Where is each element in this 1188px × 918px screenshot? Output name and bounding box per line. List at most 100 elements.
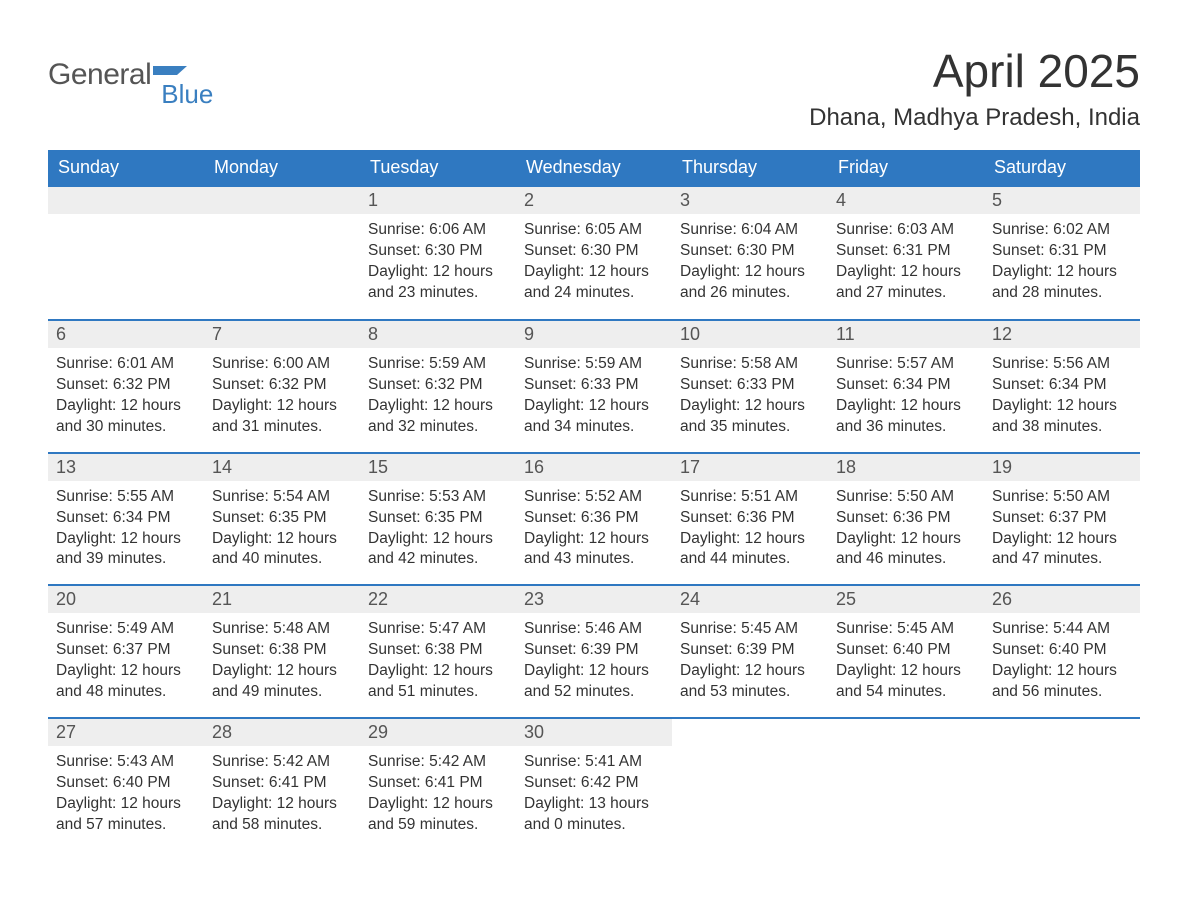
logo: General Blue bbox=[48, 44, 213, 110]
calendar-cell: 21Sunrise: 5:48 AMSunset: 6:38 PMDayligh… bbox=[204, 586, 360, 717]
day-number: 13 bbox=[48, 454, 204, 481]
day-number: 14 bbox=[204, 454, 360, 481]
daylight-line: Daylight: 12 hours and 54 minutes. bbox=[836, 661, 976, 703]
sunset-line: Sunset: 6:31 PM bbox=[992, 241, 1132, 262]
sunrise-line: Sunrise: 5:44 AM bbox=[992, 619, 1132, 640]
sunrise-line: Sunrise: 5:43 AM bbox=[56, 752, 196, 773]
sunrise-line: Sunrise: 5:52 AM bbox=[524, 487, 664, 508]
sunset-line: Sunset: 6:42 PM bbox=[524, 773, 664, 794]
sunrise-line: Sunrise: 6:00 AM bbox=[212, 354, 352, 375]
month-title: April 2025 bbox=[809, 44, 1140, 98]
sunset-line: Sunset: 6:41 PM bbox=[368, 773, 508, 794]
sunrise-line: Sunrise: 5:46 AM bbox=[524, 619, 664, 640]
daylight-line: Daylight: 12 hours and 23 minutes. bbox=[368, 262, 508, 304]
sunrise-line: Sunrise: 5:59 AM bbox=[524, 354, 664, 375]
day-details: Sunrise: 5:49 AMSunset: 6:37 PMDaylight:… bbox=[48, 613, 204, 703]
daylight-line: Daylight: 12 hours and 52 minutes. bbox=[524, 661, 664, 703]
calendar-page: General Blue April 2025 Dhana, Madhya Pr… bbox=[0, 0, 1188, 918]
day-details: Sunrise: 5:45 AMSunset: 6:39 PMDaylight:… bbox=[672, 613, 828, 703]
day-number: 7 bbox=[204, 321, 360, 348]
calendar-cell: 13Sunrise: 5:55 AMSunset: 6:34 PMDayligh… bbox=[48, 454, 204, 585]
day-number: 20 bbox=[48, 586, 204, 613]
weekday-header: Tuesday bbox=[360, 150, 516, 187]
sunset-line: Sunset: 6:34 PM bbox=[836, 375, 976, 396]
day-details: Sunrise: 6:00 AMSunset: 6:32 PMDaylight:… bbox=[204, 348, 360, 438]
location-text: Dhana, Madhya Pradesh, India bbox=[809, 104, 1140, 132]
daylight-line: Daylight: 12 hours and 51 minutes. bbox=[368, 661, 508, 703]
calendar-cell: 19Sunrise: 5:50 AMSunset: 6:37 PMDayligh… bbox=[984, 454, 1140, 585]
sunrise-line: Sunrise: 5:54 AM bbox=[212, 487, 352, 508]
day-details: Sunrise: 6:06 AMSunset: 6:30 PMDaylight:… bbox=[360, 214, 516, 304]
daylight-line: Daylight: 12 hours and 34 minutes. bbox=[524, 396, 664, 438]
day-details: Sunrise: 5:54 AMSunset: 6:35 PMDaylight:… bbox=[204, 481, 360, 571]
logo-stack: Blue bbox=[153, 58, 213, 110]
empty-daynum-strip bbox=[204, 187, 360, 214]
calendar-cell: 29Sunrise: 5:42 AMSunset: 6:41 PMDayligh… bbox=[360, 719, 516, 850]
calendar-week: 13Sunrise: 5:55 AMSunset: 6:34 PMDayligh… bbox=[48, 452, 1140, 585]
sunset-line: Sunset: 6:40 PM bbox=[56, 773, 196, 794]
calendar-week: 6Sunrise: 6:01 AMSunset: 6:32 PMDaylight… bbox=[48, 319, 1140, 452]
calendar-cell: 4Sunrise: 6:03 AMSunset: 6:31 PMDaylight… bbox=[828, 187, 984, 319]
weekday-header: Sunday bbox=[48, 150, 204, 187]
sunset-line: Sunset: 6:32 PM bbox=[368, 375, 508, 396]
sunrise-line: Sunrise: 6:04 AM bbox=[680, 220, 820, 241]
calendar-cell: 27Sunrise: 5:43 AMSunset: 6:40 PMDayligh… bbox=[48, 719, 204, 850]
day-number: 24 bbox=[672, 586, 828, 613]
sunset-line: Sunset: 6:36 PM bbox=[680, 508, 820, 529]
sunrise-line: Sunrise: 5:41 AM bbox=[524, 752, 664, 773]
sunset-line: Sunset: 6:33 PM bbox=[680, 375, 820, 396]
daylight-line: Daylight: 12 hours and 31 minutes. bbox=[212, 396, 352, 438]
sunset-line: Sunset: 6:34 PM bbox=[992, 375, 1132, 396]
logo-word-general: General bbox=[48, 58, 151, 92]
calendar-cell: 12Sunrise: 5:56 AMSunset: 6:34 PMDayligh… bbox=[984, 321, 1140, 452]
weekday-header: Wednesday bbox=[516, 150, 672, 187]
sunrise-line: Sunrise: 5:48 AM bbox=[212, 619, 352, 640]
day-details: Sunrise: 5:51 AMSunset: 6:36 PMDaylight:… bbox=[672, 481, 828, 571]
sunrise-line: Sunrise: 5:50 AM bbox=[836, 487, 976, 508]
sunset-line: Sunset: 6:37 PM bbox=[992, 508, 1132, 529]
day-details: Sunrise: 5:48 AMSunset: 6:38 PMDaylight:… bbox=[204, 613, 360, 703]
calendar: Sunday Monday Tuesday Wednesday Thursday… bbox=[48, 150, 1140, 850]
sunset-line: Sunset: 6:34 PM bbox=[56, 508, 196, 529]
calendar-cell bbox=[48, 187, 204, 319]
sunset-line: Sunset: 6:36 PM bbox=[524, 508, 664, 529]
daylight-line: Daylight: 12 hours and 53 minutes. bbox=[680, 661, 820, 703]
day-number: 2 bbox=[516, 187, 672, 214]
daylight-line: Daylight: 12 hours and 42 minutes. bbox=[368, 529, 508, 571]
daylight-line: Daylight: 12 hours and 30 minutes. bbox=[56, 396, 196, 438]
daylight-line: Daylight: 12 hours and 35 minutes. bbox=[680, 396, 820, 438]
sunrise-line: Sunrise: 5:59 AM bbox=[368, 354, 508, 375]
calendar-cell: 14Sunrise: 5:54 AMSunset: 6:35 PMDayligh… bbox=[204, 454, 360, 585]
day-details: Sunrise: 6:01 AMSunset: 6:32 PMDaylight:… bbox=[48, 348, 204, 438]
sunset-line: Sunset: 6:40 PM bbox=[992, 640, 1132, 661]
calendar-cell: 7Sunrise: 6:00 AMSunset: 6:32 PMDaylight… bbox=[204, 321, 360, 452]
daylight-line: Daylight: 12 hours and 58 minutes. bbox=[212, 794, 352, 836]
day-details: Sunrise: 5:50 AMSunset: 6:36 PMDaylight:… bbox=[828, 481, 984, 571]
sunset-line: Sunset: 6:33 PM bbox=[524, 375, 664, 396]
sunrise-line: Sunrise: 6:01 AM bbox=[56, 354, 196, 375]
day-details: Sunrise: 5:57 AMSunset: 6:34 PMDaylight:… bbox=[828, 348, 984, 438]
weekday-header: Monday bbox=[204, 150, 360, 187]
day-number: 11 bbox=[828, 321, 984, 348]
day-details: Sunrise: 5:45 AMSunset: 6:40 PMDaylight:… bbox=[828, 613, 984, 703]
daylight-line: Daylight: 12 hours and 36 minutes. bbox=[836, 396, 976, 438]
calendar-cell: 5Sunrise: 6:02 AMSunset: 6:31 PMDaylight… bbox=[984, 187, 1140, 319]
calendar-cell bbox=[828, 719, 984, 850]
day-details: Sunrise: 6:05 AMSunset: 6:30 PMDaylight:… bbox=[516, 214, 672, 304]
calendar-cell: 3Sunrise: 6:04 AMSunset: 6:30 PMDaylight… bbox=[672, 187, 828, 319]
sunrise-line: Sunrise: 5:57 AM bbox=[836, 354, 976, 375]
day-details: Sunrise: 6:03 AMSunset: 6:31 PMDaylight:… bbox=[828, 214, 984, 304]
calendar-cell: 28Sunrise: 5:42 AMSunset: 6:41 PMDayligh… bbox=[204, 719, 360, 850]
sunrise-line: Sunrise: 5:53 AM bbox=[368, 487, 508, 508]
day-details: Sunrise: 5:42 AMSunset: 6:41 PMDaylight:… bbox=[204, 746, 360, 836]
sunrise-line: Sunrise: 5:49 AM bbox=[56, 619, 196, 640]
weekday-header: Thursday bbox=[672, 150, 828, 187]
day-details: Sunrise: 5:46 AMSunset: 6:39 PMDaylight:… bbox=[516, 613, 672, 703]
day-details: Sunrise: 5:44 AMSunset: 6:40 PMDaylight:… bbox=[984, 613, 1140, 703]
calendar-cell: 10Sunrise: 5:58 AMSunset: 6:33 PMDayligh… bbox=[672, 321, 828, 452]
day-number: 9 bbox=[516, 321, 672, 348]
sunrise-line: Sunrise: 6:06 AM bbox=[368, 220, 508, 241]
sunrise-line: Sunrise: 6:05 AM bbox=[524, 220, 664, 241]
logo-word-blue: Blue bbox=[161, 79, 213, 110]
weekday-header: Friday bbox=[828, 150, 984, 187]
